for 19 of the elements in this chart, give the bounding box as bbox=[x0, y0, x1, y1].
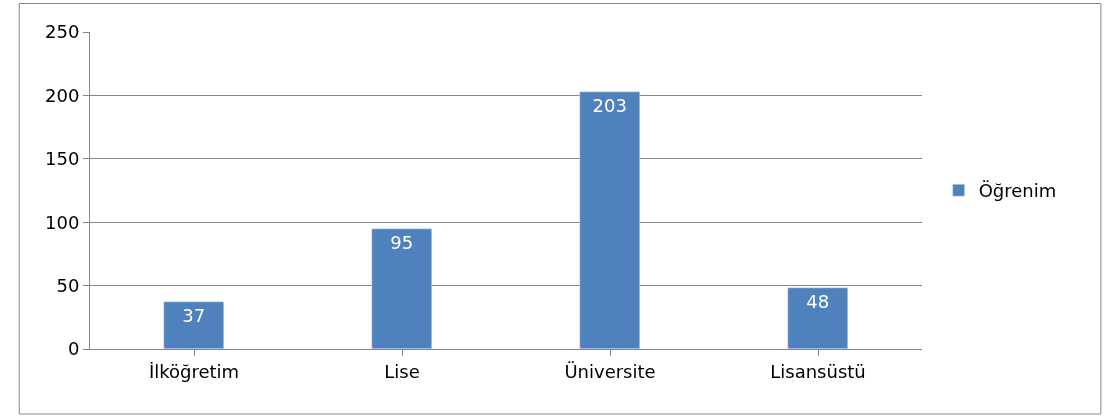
x-tick-label: İlköğretim bbox=[148, 360, 240, 382]
data-label: 37 bbox=[182, 304, 206, 326]
y-tick-label: 150 bbox=[45, 148, 80, 170]
bar bbox=[163, 301, 224, 349]
data-label: 203 bbox=[592, 94, 627, 116]
x-tick-label: Lise bbox=[384, 360, 420, 382]
bar bbox=[371, 228, 432, 349]
x-tick-label: Lisansüstü bbox=[770, 360, 866, 382]
x-tick-label: Üniversite bbox=[564, 360, 656, 382]
bar bbox=[787, 287, 848, 349]
y-tick-label: 250 bbox=[45, 21, 80, 43]
bar bbox=[579, 91, 640, 349]
data-label: 95 bbox=[390, 231, 414, 253]
y-tick-label: 0 bbox=[67, 338, 80, 360]
data-label: 48 bbox=[806, 290, 830, 312]
y-tick-label: 100 bbox=[45, 211, 80, 233]
y-tick-label: 200 bbox=[45, 84, 80, 106]
y-tick-label: 50 bbox=[56, 274, 80, 296]
legend-label: Öğrenim bbox=[978, 180, 1057, 202]
